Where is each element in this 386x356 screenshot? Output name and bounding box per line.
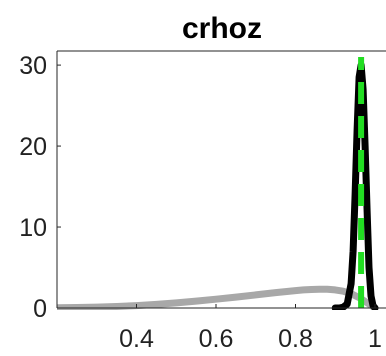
y-tick-label: 20	[19, 133, 47, 161]
x-tick-label: 0.4	[119, 325, 154, 353]
chart-title: crhoz	[182, 12, 262, 45]
x-tick-label: 0.8	[278, 325, 313, 353]
y-tick-label: 30	[19, 52, 47, 80]
x-tick-label: 0.6	[199, 325, 234, 353]
posterior-density-line	[335, 65, 375, 308]
y-tick-label: 0	[33, 295, 47, 323]
y-tick-label: 10	[19, 214, 47, 242]
x-tick-label: 1	[368, 325, 382, 353]
